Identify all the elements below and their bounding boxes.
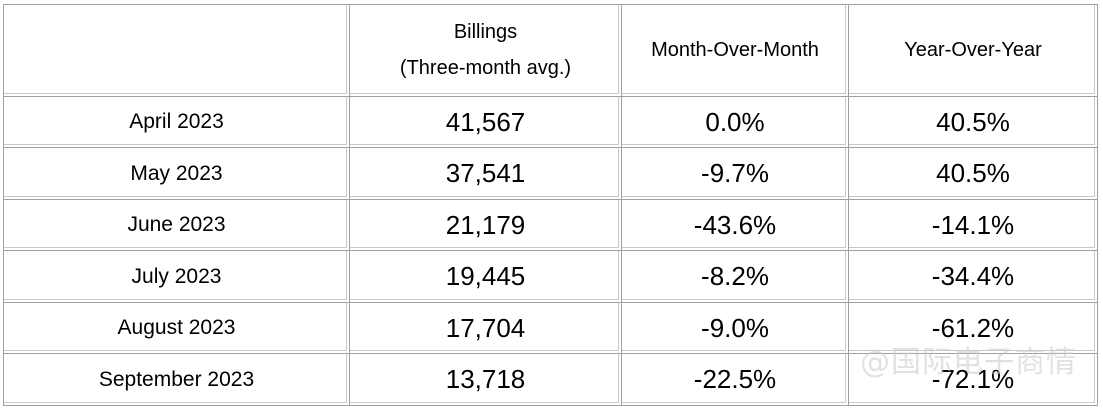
- month-cell: April 2023: [4, 96, 350, 149]
- header-billings-subtitle: (Three-month avg.): [399, 57, 572, 80]
- yoy-cell: 40.5%: [849, 96, 1098, 149]
- mom-cell: -9.7%: [622, 148, 849, 200]
- billings-cell: 41,567: [350, 96, 622, 149]
- table-row: May 2023 37,541 -9.7% 40.5%: [4, 148, 1098, 200]
- header-billings-title: Billings: [453, 21, 518, 44]
- mom-cell: 0.0%: [622, 96, 849, 149]
- mom-cell: -9.0%: [622, 302, 849, 355]
- table-row: April 2023 41,567 0.0% 40.5%: [4, 96, 1098, 149]
- month-cell: July 2023: [4, 251, 350, 303]
- month-cell: September 2023: [4, 354, 350, 406]
- billings-cell: 13,718: [350, 354, 622, 406]
- month-cell: August 2023: [4, 302, 350, 355]
- yoy-cell: -34.4%: [849, 251, 1098, 303]
- billings-cell: 19,445: [350, 251, 622, 303]
- mom-cell: -43.6%: [622, 199, 849, 252]
- table-row: June 2023 21,179 -43.6% -14.1%: [4, 199, 1098, 252]
- table-row: August 2023 17,704 -9.0% -61.2%: [4, 302, 1098, 355]
- yoy-cell: -72.1%: [849, 354, 1098, 406]
- header-row: Billings (Three-month avg.) Month-Over-M…: [4, 5, 1098, 97]
- mom-cell: -8.2%: [622, 251, 849, 303]
- billings-cell: 37,541: [350, 148, 622, 200]
- header-month: [4, 5, 350, 97]
- billings-cell: 17,704: [350, 302, 622, 355]
- mom-cell: -22.5%: [622, 354, 849, 406]
- table-row: July 2023 19,445 -8.2% -34.4%: [4, 251, 1098, 303]
- month-cell: May 2023: [4, 148, 350, 200]
- yoy-cell: -14.1%: [849, 199, 1098, 252]
- table-row: September 2023 13,718 -22.5% -72.1%: [4, 354, 1098, 406]
- header-year-over-year: Year-Over-Year: [849, 5, 1098, 97]
- yoy-cell: -61.2%: [849, 302, 1098, 355]
- yoy-cell: 40.5%: [849, 148, 1098, 200]
- month-cell: June 2023: [4, 199, 350, 252]
- billings-cell: 21,179: [350, 199, 622, 252]
- header-month-over-month: Month-Over-Month: [622, 5, 849, 97]
- billings-table: Billings (Three-month avg.) Month-Over-M…: [3, 4, 1098, 406]
- header-billings: Billings (Three-month avg.): [350, 5, 622, 97]
